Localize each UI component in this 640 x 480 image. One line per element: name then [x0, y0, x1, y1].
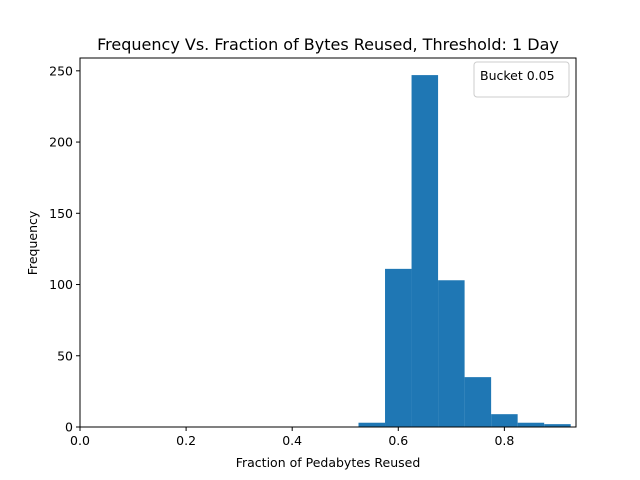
x-tick-label-4: 0.8: [494, 433, 514, 448]
histogram-bar-4: [464, 377, 492, 427]
x-tick-label-0: 0.0: [70, 433, 90, 448]
chart-title: Frequency Vs. Fraction of Bytes Reused, …: [97, 35, 559, 54]
y-axis-label: Frequency: [25, 210, 40, 275]
y-tick-label-2: 100: [49, 277, 73, 292]
x-ticks: 0.0 0.2 0.4 0.6 0.8: [70, 427, 514, 448]
legend: Bucket 0.05: [473, 61, 570, 98]
x-tick-label-3: 0.6: [388, 433, 408, 448]
y-tick-label-4: 200: [49, 135, 73, 150]
bars-group: [358, 75, 571, 427]
histogram-bar-1: [385, 268, 412, 427]
histogram-bar-2: [411, 75, 439, 427]
x-tick-label-1: 0.2: [176, 433, 196, 448]
x-tick-label-2: 0.4: [282, 433, 302, 448]
y-tick-label-1: 50: [57, 348, 73, 363]
histogram-bar-5: [491, 414, 518, 427]
plot-frame: [79, 57, 577, 428]
x-axis-label: Fraction of Pedabytes Reused: [236, 455, 421, 470]
y-ticks: 0 50 100 150 200 250: [49, 63, 80, 435]
histogram-bar-0: [358, 422, 386, 427]
legend-label: Bucket 0.05: [480, 68, 555, 83]
histogram-bar-3: [438, 280, 465, 427]
y-tick-label-5: 250: [49, 63, 73, 78]
y-tick-label-3: 150: [49, 206, 73, 221]
histogram-bar-6: [517, 422, 545, 427]
y-tick-label-0: 0: [65, 420, 73, 435]
legend-box: [473, 61, 570, 98]
histogram-bar-7: [544, 424, 571, 427]
